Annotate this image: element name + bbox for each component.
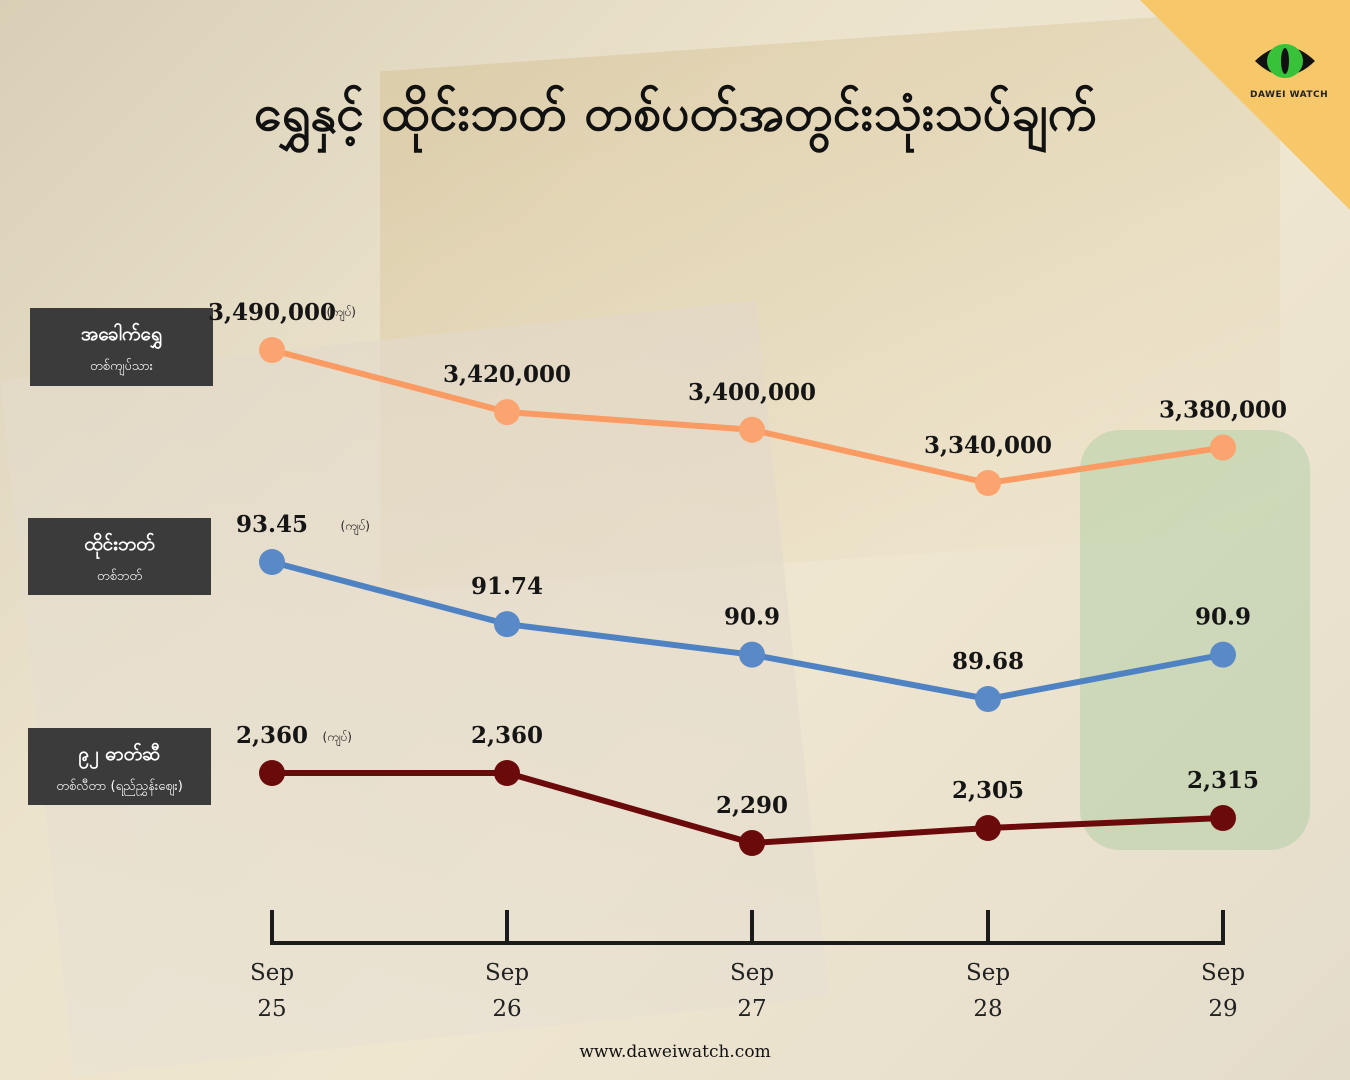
eye-icon — [1255, 44, 1315, 78]
x-tick-label-day: 28 — [973, 996, 1002, 1022]
data-label: 2,360 — [236, 722, 308, 749]
unit-label: (ကျပ်) — [323, 729, 352, 747]
x-tick-label-month: Sep — [966, 960, 1010, 986]
data-point — [975, 686, 1001, 712]
series-label-sub: တစ်ဘတ် — [96, 569, 143, 584]
data-label: 93.45 — [236, 511, 308, 538]
data-point — [494, 611, 520, 638]
data-label: 90.9 — [724, 604, 780, 631]
series-label-thai-baht: ထိုင်းဘတ် တစ်ဘတ် — [28, 518, 211, 595]
x-tick-label-day: 27 — [737, 996, 766, 1022]
data-point — [259, 760, 285, 786]
x-tick-label-day: 29 — [1208, 996, 1237, 1022]
unit-label: (ကျပ်) — [327, 304, 356, 322]
data-label: 90.9 — [1195, 604, 1251, 631]
data-point — [494, 399, 520, 426]
data-label: 89.68 — [952, 648, 1024, 675]
data-point — [259, 549, 285, 575]
data-label: 3,340,000 — [924, 432, 1052, 459]
x-tick-label-month: Sep — [1201, 960, 1245, 986]
brand-logo: DAWEI WATCH — [1250, 38, 1329, 100]
series-line-0 — [271, 347, 1224, 486]
website-url: www.daweiwatch.com — [579, 1042, 771, 1062]
data-point — [739, 830, 765, 856]
data-label: 3,400,000 — [688, 379, 816, 406]
data-label: 3,420,000 — [443, 361, 571, 388]
series-label-main: ၉၂ ဓာတ်ဆီ — [78, 743, 161, 765]
background-fuel-nozzle — [1080, 430, 1310, 850]
data-point — [975, 470, 1001, 496]
x-tick-label-month: Sep — [250, 960, 294, 986]
data-point — [975, 815, 1001, 841]
series-label-sub: တစ်ကျပ်သား — [90, 359, 153, 374]
data-label: 2,360 — [471, 722, 543, 749]
data-label: 2,290 — [716, 792, 788, 819]
series-label-main: ထိုင်းဘတ် — [84, 533, 155, 555]
x-tick-label-month: Sep — [485, 960, 529, 986]
data-label: 3,380,000 — [1159, 397, 1287, 424]
series-label-gold: အခေါက်ရွှေ တစ်ကျပ်သား — [30, 308, 213, 386]
data-point — [1210, 641, 1236, 668]
data-label: 2,315 — [1187, 767, 1259, 794]
data-point — [494, 760, 520, 786]
corner-accent — [1140, 0, 1350, 210]
data-label: 2,305 — [952, 777, 1024, 804]
brand-name: DAWEI WATCH — [1250, 90, 1329, 100]
data-point — [1210, 805, 1236, 831]
data-point — [739, 641, 765, 668]
series-label-sub: တစ်လီတာ (ရည်ညွှန်းဈေး) — [56, 779, 183, 794]
x-tick-label-month: Sep — [730, 960, 774, 986]
unit-label: (ကျပ်) — [341, 518, 370, 536]
series-label-fuel: ၉၂ ဓာတ်ဆီ တစ်လီတာ (ရည်ညွှန်းဈေး) — [28, 728, 211, 805]
data-label: 91.74 — [471, 573, 543, 600]
data-label: 3,490,000 — [208, 299, 336, 326]
series-label-main: အခေါက်ရွှေ — [80, 323, 163, 345]
data-point — [739, 416, 765, 443]
x-tick-label-day: 25 — [257, 996, 286, 1022]
page-title: ရွှေနှင့် ထိုင်းဘတ် တစ်ပတ်အတွင်းသုံးသပ်ခ… — [253, 84, 1097, 142]
data-point — [1210, 434, 1236, 461]
x-tick-label-day: 26 — [492, 996, 521, 1022]
data-point — [259, 337, 285, 363]
